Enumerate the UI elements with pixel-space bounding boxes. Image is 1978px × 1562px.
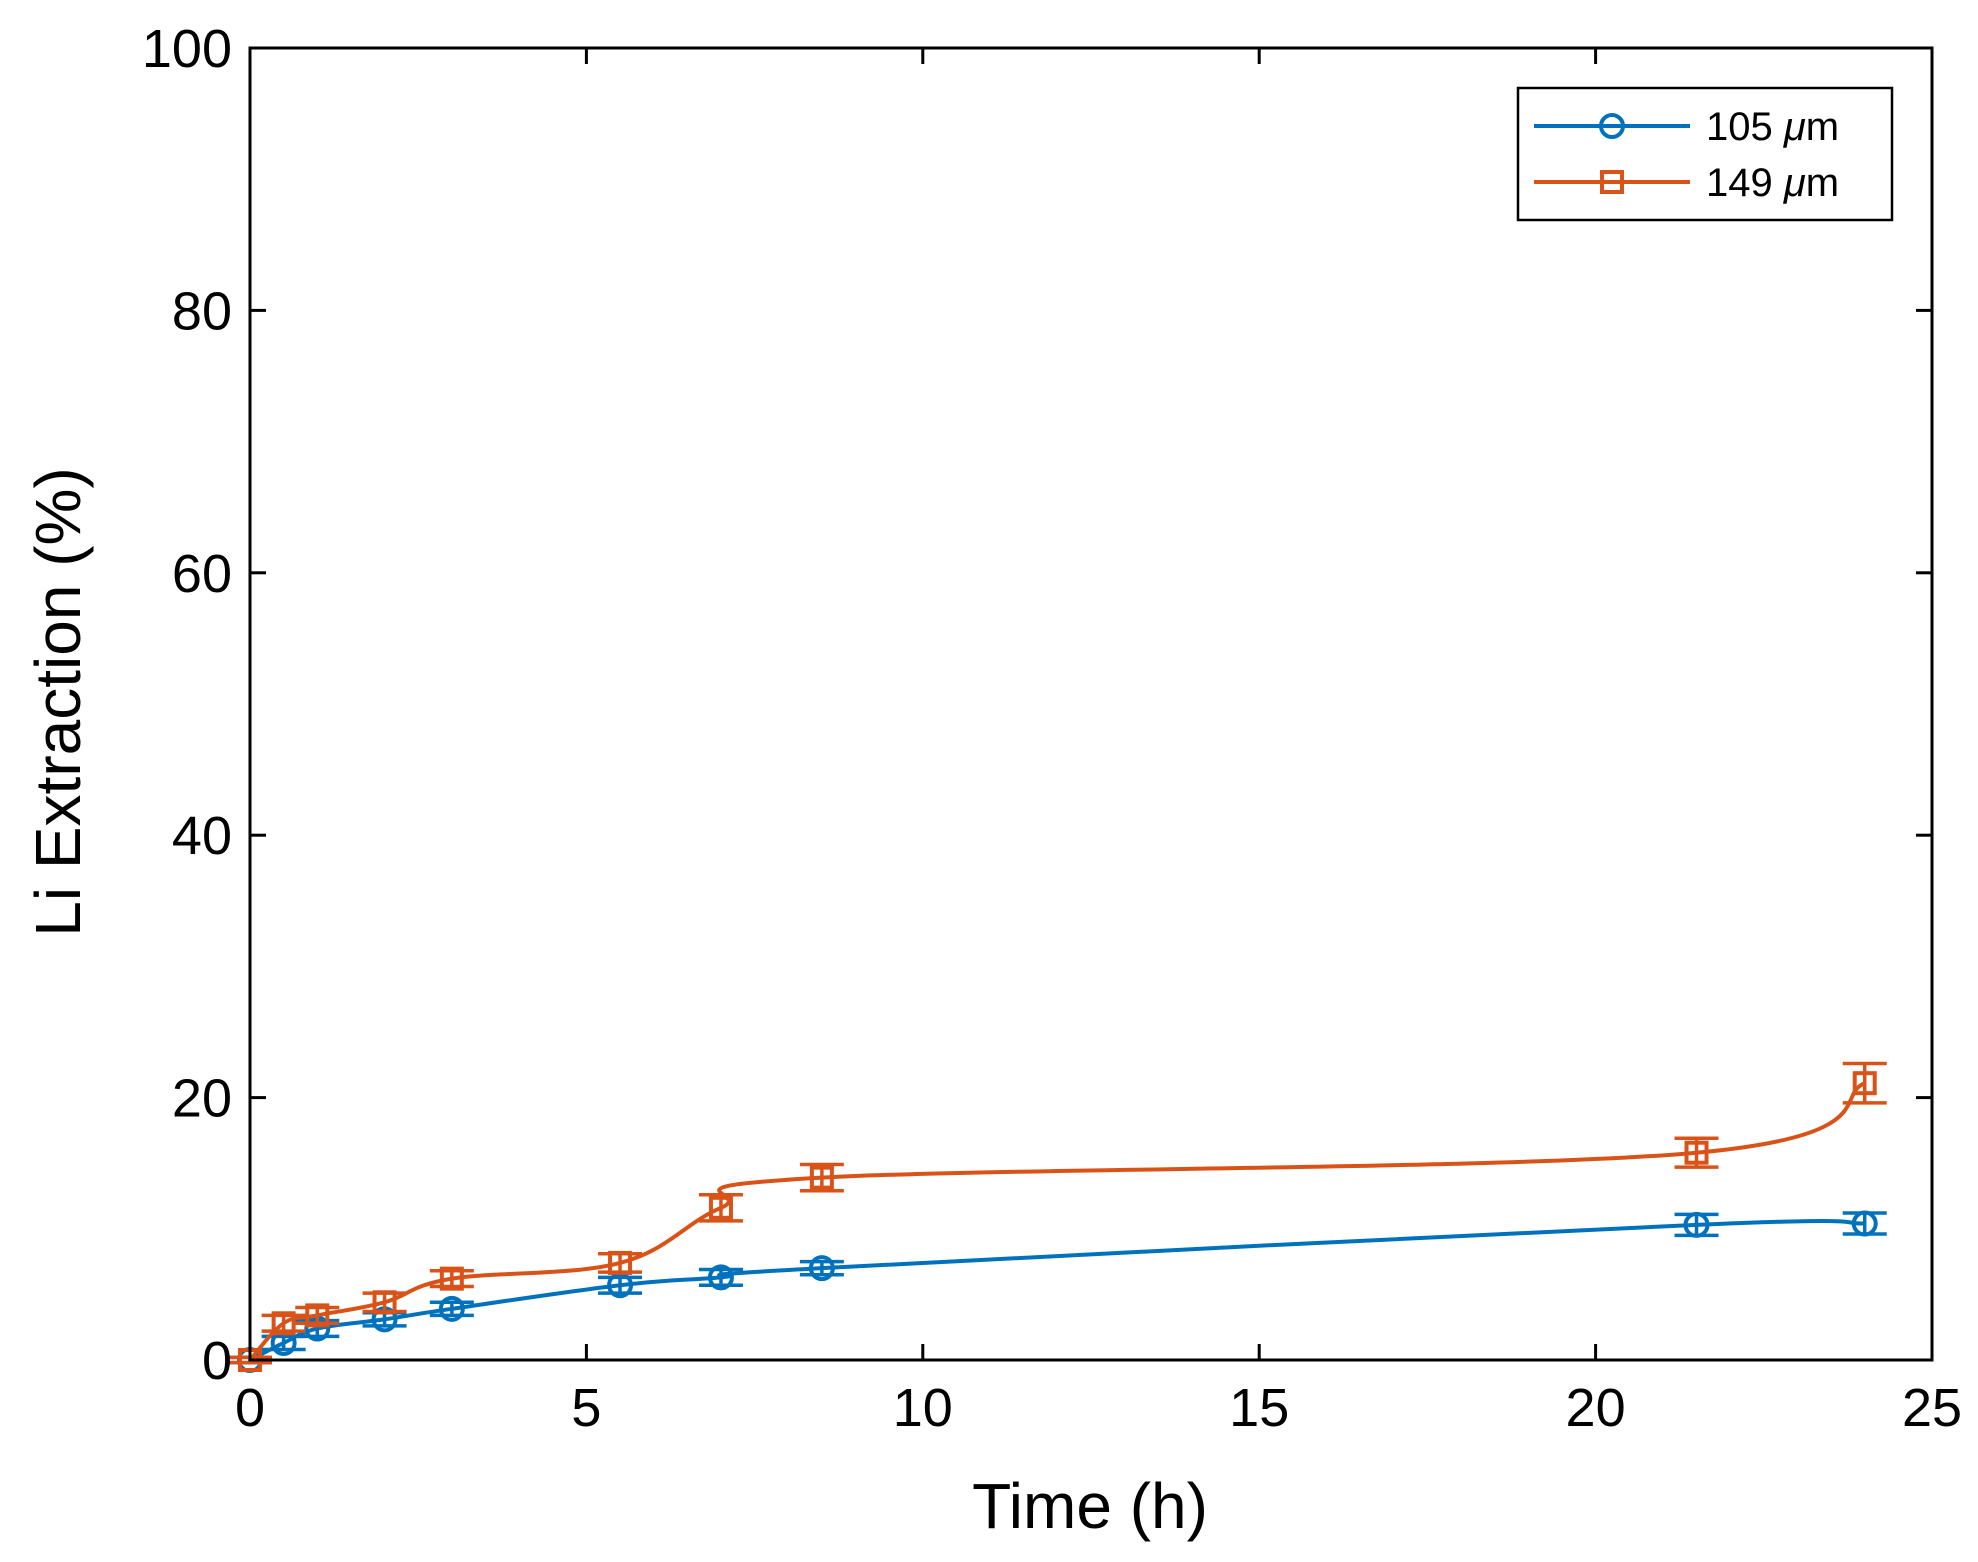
legend-label: 105 μm [1706, 105, 1839, 149]
legend-marker [1599, 113, 1625, 139]
series-149 [228, 1061, 1887, 1372]
data-point-149 [372, 1290, 397, 1315]
x-tick-label: 5 [571, 1378, 601, 1438]
y-tick-label: 40 [172, 806, 232, 866]
y-tick-label: 20 [172, 1069, 232, 1129]
x-tick-label: 20 [1566, 1378, 1626, 1438]
x-tick-label: 10 [893, 1378, 953, 1438]
y-tick-label: 80 [172, 281, 232, 341]
data-point-105 [438, 1295, 465, 1322]
data-point-105 [1851, 1210, 1878, 1237]
data-point-149 [305, 1303, 330, 1328]
x-tick-label: 25 [1902, 1378, 1962, 1438]
data-point-149 [608, 1250, 633, 1275]
y-axis-title: Li Extraction (%) [22, 467, 94, 936]
data-point-105 [707, 1264, 734, 1291]
x-tick-label: 15 [1229, 1378, 1289, 1438]
x-tick-label: 0 [235, 1378, 265, 1438]
legend-box [1516, 86, 1894, 222]
data-point-149 [1684, 1140, 1709, 1165]
series-line-105 [249, 1218, 1865, 1362]
y-tick-label: 100 [142, 19, 232, 79]
legend: 105 μm 149 μm [1516, 86, 1894, 222]
data-point-105 [808, 1255, 835, 1282]
series-105 [228, 1210, 1887, 1373]
data-point-149 [809, 1165, 834, 1190]
y-tick-label: 60 [172, 544, 232, 604]
data-point-149 [1852, 1071, 1877, 1096]
legend-label: 149 μm [1706, 161, 1839, 205]
plot-frame [248, 46, 1934, 1362]
y-tick-label: 0 [202, 1331, 232, 1391]
legend-marker [1600, 170, 1624, 194]
x-axis-title: Time (h) [972, 1470, 1208, 1542]
data-point-105 [1683, 1211, 1710, 1238]
series-line-149 [248, 1081, 1866, 1362]
data-point-149 [439, 1266, 464, 1291]
data-point-149 [708, 1195, 733, 1220]
data-point-149 [271, 1311, 296, 1336]
